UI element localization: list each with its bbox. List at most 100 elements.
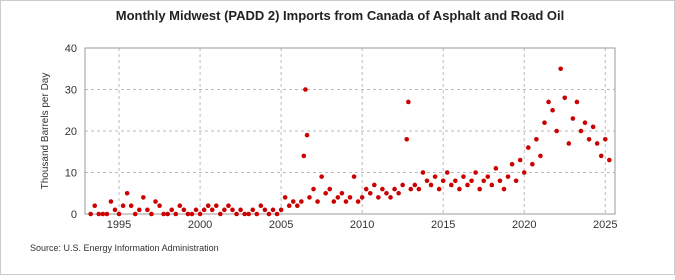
data-point: [301, 153, 307, 159]
data-point: [343, 199, 349, 204]
data-point: [246, 211, 252, 217]
data-point: [181, 207, 187, 213]
data-point: [542, 120, 547, 125]
x-tick-label: 2005: [269, 219, 293, 231]
data-point: [351, 174, 357, 179]
data-point: [145, 207, 150, 213]
data-point: [108, 199, 114, 204]
data-point: [546, 99, 551, 105]
y-tick-label: 40: [65, 43, 77, 55]
data-point: [562, 95, 568, 101]
data-point: [509, 161, 515, 167]
data-point: [299, 199, 304, 204]
data-point: [161, 211, 166, 217]
data-point: [124, 190, 130, 196]
data-point: [218, 211, 223, 217]
data-point: [290, 199, 296, 204]
data-point: [602, 137, 608, 142]
data-point: [453, 178, 458, 184]
data-point: [400, 182, 405, 188]
data-point: [505, 174, 511, 179]
data-point: [173, 211, 179, 217]
y-axis-label: Thousand Barrels per Day: [40, 73, 51, 190]
data-point: [590, 124, 596, 130]
data-point: [473, 170, 478, 175]
data-point: [481, 178, 487, 184]
data-point: [169, 207, 175, 213]
data-point: [234, 211, 239, 217]
data-point: [250, 207, 256, 213]
data-point: [534, 137, 539, 142]
data-point: [380, 186, 385, 192]
data-point: [303, 87, 308, 92]
data-point: [359, 195, 365, 200]
data-point: [116, 211, 122, 217]
data-point: [461, 174, 466, 179]
data-point: [270, 207, 276, 213]
data-point: [136, 207, 142, 213]
data-point: [319, 174, 324, 179]
data-point: [266, 211, 272, 217]
data-point: [501, 186, 507, 192]
data-point: [489, 182, 495, 188]
data-point: [304, 132, 310, 138]
data-point: [112, 207, 118, 213]
data-point: [311, 186, 316, 192]
data-point: [278, 207, 284, 213]
data-point: [205, 203, 211, 208]
x-tick-label: 2000: [188, 219, 212, 231]
data-point: [339, 190, 345, 196]
data-point: [607, 157, 612, 163]
data-point: [157, 203, 162, 208]
data-point: [396, 190, 401, 196]
data-point: [517, 157, 523, 163]
data-point: [485, 174, 491, 179]
data-point: [412, 182, 418, 188]
data-point: [355, 199, 361, 204]
data-point: [254, 211, 260, 217]
data-point: [406, 99, 411, 105]
data-point: [96, 211, 102, 217]
data-point: [347, 195, 353, 200]
data-point: [457, 186, 462, 192]
data-point: [193, 207, 199, 213]
x-tick-label: 2015: [431, 219, 455, 231]
data-point: [392, 186, 397, 192]
data-point: [384, 190, 389, 196]
data-point: [582, 120, 588, 125]
data-point: [274, 211, 280, 217]
data-point: [242, 211, 247, 217]
data-point: [335, 195, 341, 200]
data-point: [177, 203, 183, 208]
data-point: [262, 207, 268, 213]
data-point: [132, 211, 138, 217]
data-point: [88, 211, 93, 217]
source-note: Source: U.S. Energy Information Administ…: [30, 243, 219, 253]
data-point: [331, 199, 337, 204]
data-point: [424, 178, 430, 184]
data-point: [286, 203, 292, 208]
data-point: [420, 170, 426, 175]
data-point: [238, 207, 243, 213]
data-point: [448, 182, 454, 188]
data-point: [92, 203, 98, 208]
data-point: [566, 141, 572, 146]
data-point: [598, 153, 604, 159]
x-tick-label: 2020: [512, 219, 536, 231]
data-point: [436, 186, 442, 192]
data-point: [530, 161, 535, 167]
data-point: [295, 203, 300, 208]
data-point: [367, 190, 373, 196]
data-point: [307, 195, 312, 200]
data-point: [497, 178, 503, 184]
y-tick-label: 30: [65, 85, 77, 97]
data-point: [213, 203, 219, 208]
data-point: [586, 137, 592, 142]
data-point: [209, 207, 215, 213]
data-point: [440, 178, 446, 184]
data-point: [323, 190, 328, 196]
data-point: [185, 211, 191, 217]
data-point: [493, 166, 499, 171]
